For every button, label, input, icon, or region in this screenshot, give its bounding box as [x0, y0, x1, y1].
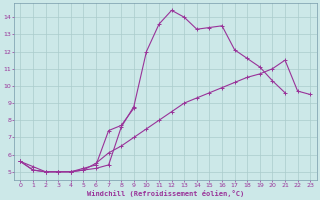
X-axis label: Windchill (Refroidissement éolien,°C): Windchill (Refroidissement éolien,°C)	[87, 190, 244, 197]
